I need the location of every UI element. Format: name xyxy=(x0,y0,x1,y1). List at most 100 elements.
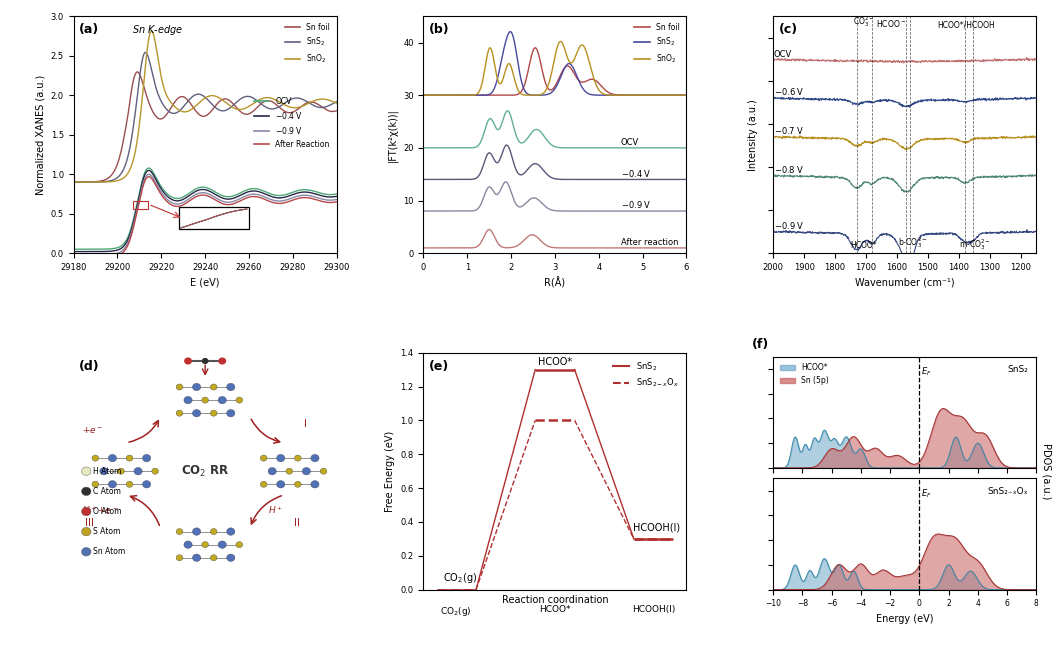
Text: $H^+$+$e^-$: $H^+$+$e^-$ xyxy=(82,504,118,516)
Y-axis label: Free Energy (eV): Free Energy (eV) xyxy=(385,430,394,512)
Text: OCV: OCV xyxy=(774,50,792,59)
Circle shape xyxy=(219,358,226,365)
Text: HCOO*/HCOOH: HCOO*/HCOOH xyxy=(936,20,994,29)
Circle shape xyxy=(277,454,285,462)
Text: S Atom: S Atom xyxy=(94,527,121,536)
Circle shape xyxy=(92,481,99,487)
Circle shape xyxy=(236,542,243,548)
Legend: SnS$_2$, SnS$_{2-x}$O$_x$: SnS$_2$, SnS$_{2-x}$O$_x$ xyxy=(609,357,683,393)
Circle shape xyxy=(184,358,191,365)
Text: $-$0.8 V: $-$0.8 V xyxy=(774,164,804,175)
Legend: OCV, $-$0.4 V, $-$0.9 V, After Reaction: OCV, $-$0.4 V, $-$0.9 V, After Reaction xyxy=(251,94,332,152)
Legend: HCOO*, Sn (5p): HCOO*, Sn (5p) xyxy=(777,360,832,388)
Text: $-$0.9 V: $-$0.9 V xyxy=(621,200,651,211)
Circle shape xyxy=(193,554,201,561)
Circle shape xyxy=(226,554,235,561)
Text: CO$_2$ RR: CO$_2$ RR xyxy=(181,463,229,479)
X-axis label: E (eV): E (eV) xyxy=(190,277,220,288)
Circle shape xyxy=(193,383,201,391)
Circle shape xyxy=(184,541,193,548)
Text: O Atom: O Atom xyxy=(94,507,122,516)
Circle shape xyxy=(100,467,108,475)
Text: CO$_2$(g): CO$_2$(g) xyxy=(443,572,477,585)
Circle shape xyxy=(118,468,124,474)
Circle shape xyxy=(108,454,117,462)
Circle shape xyxy=(226,410,235,417)
Circle shape xyxy=(176,384,183,390)
Circle shape xyxy=(226,528,235,535)
Circle shape xyxy=(142,454,150,462)
Text: HCOO$^-$: HCOO$^-$ xyxy=(876,18,907,29)
Text: b-CO$_3^{2-}$: b-CO$_3^{2-}$ xyxy=(898,235,928,249)
Circle shape xyxy=(236,397,243,403)
Circle shape xyxy=(184,397,193,404)
Text: $+e^-$: $+e^-$ xyxy=(82,425,103,435)
Bar xyxy=(133,201,148,209)
Bar xyxy=(179,207,249,229)
Circle shape xyxy=(218,541,226,548)
X-axis label: R(Å): R(Å) xyxy=(544,277,566,289)
Text: Sn $K$-edge: Sn $K$-edge xyxy=(132,23,183,38)
Circle shape xyxy=(210,410,217,416)
Circle shape xyxy=(193,410,201,417)
Text: $H^+$: $H^+$ xyxy=(268,504,284,516)
Text: HCOOH(l): HCOOH(l) xyxy=(632,605,675,614)
Text: (e): (e) xyxy=(429,360,449,373)
Text: $-$0.4 V: $-$0.4 V xyxy=(621,168,651,179)
Text: PDOS (a.u.): PDOS (a.u.) xyxy=(1041,443,1052,500)
Text: $-$0.6 V: $-$0.6 V xyxy=(774,86,805,97)
Circle shape xyxy=(193,528,201,535)
Legend: Sn foil, SnS$_2$, SnO$_2$: Sn foil, SnS$_2$, SnO$_2$ xyxy=(631,20,683,68)
Text: HCOO*: HCOO* xyxy=(850,240,877,249)
Circle shape xyxy=(295,481,301,487)
Text: III: III xyxy=(85,518,94,528)
Text: HCOO*: HCOO* xyxy=(540,605,570,614)
Text: CO$_3^{2-}$: CO$_3^{2-}$ xyxy=(853,14,875,29)
Circle shape xyxy=(82,467,90,476)
Text: CO$_2$(g): CO$_2$(g) xyxy=(441,605,472,618)
Text: (c): (c) xyxy=(778,23,797,36)
Circle shape xyxy=(310,454,319,462)
Text: HCOO*: HCOO* xyxy=(538,356,572,367)
Circle shape xyxy=(82,507,90,516)
Circle shape xyxy=(176,410,183,416)
Text: C Atom: C Atom xyxy=(94,487,121,496)
X-axis label: Wavenumber (cm⁻¹): Wavenumber (cm⁻¹) xyxy=(855,277,954,288)
Circle shape xyxy=(176,555,183,561)
Text: II: II xyxy=(295,518,300,528)
Circle shape xyxy=(92,455,99,461)
Circle shape xyxy=(218,397,226,404)
Text: (b): (b) xyxy=(429,23,449,36)
Text: SnS₂: SnS₂ xyxy=(1008,365,1028,375)
Circle shape xyxy=(268,467,277,475)
Circle shape xyxy=(108,481,117,488)
X-axis label: Reaction coordination: Reaction coordination xyxy=(502,596,608,605)
Circle shape xyxy=(82,548,90,556)
Circle shape xyxy=(82,527,90,536)
Text: (a): (a) xyxy=(79,23,99,36)
Circle shape xyxy=(226,383,235,391)
Text: (d): (d) xyxy=(79,360,100,373)
Text: Sn Atom: Sn Atom xyxy=(94,548,125,556)
Text: OCV: OCV xyxy=(621,138,639,147)
Circle shape xyxy=(202,542,208,548)
Text: HCOOH(l): HCOOH(l) xyxy=(633,522,681,533)
Text: I: I xyxy=(304,419,306,429)
Circle shape xyxy=(151,468,159,474)
Text: H Atom: H Atom xyxy=(94,467,122,476)
Circle shape xyxy=(202,358,208,364)
Circle shape xyxy=(126,455,133,461)
Circle shape xyxy=(210,529,217,535)
Circle shape xyxy=(295,455,301,461)
Text: $-$0.7 V: $-$0.7 V xyxy=(774,125,804,136)
Text: $-$0.9 V: $-$0.9 V xyxy=(774,220,805,231)
Y-axis label: |FT(k²χ(k))|: |FT(k²χ(k))| xyxy=(387,108,398,161)
Text: m-CO$_3^{2-}$: m-CO$_3^{2-}$ xyxy=(959,237,991,252)
Circle shape xyxy=(142,481,150,488)
Text: After reaction: After reaction xyxy=(621,238,679,248)
Y-axis label: Intensity (a.u.): Intensity (a.u.) xyxy=(748,98,757,170)
Circle shape xyxy=(82,487,90,496)
Y-axis label: Normalized XANES (a.u.): Normalized XANES (a.u.) xyxy=(35,75,45,195)
Circle shape xyxy=(320,468,327,474)
Circle shape xyxy=(260,455,267,461)
